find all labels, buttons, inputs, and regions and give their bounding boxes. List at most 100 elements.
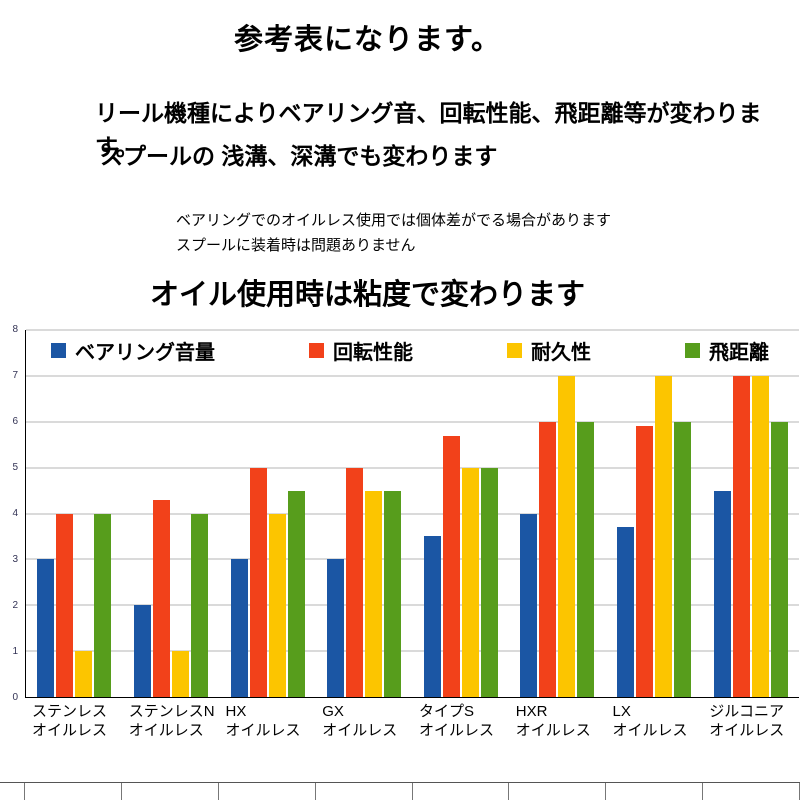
bar [133,605,151,697]
y-tick-label: 0 [12,692,18,703]
legend-swatch [685,343,700,358]
bar [171,651,189,697]
chart-plot-area: ベアリング音量 回転性能 耐久性 飛距離 [25,329,799,698]
gridline [26,329,799,331]
gridline [26,421,799,423]
bar-group [702,330,799,697]
bar [327,559,345,697]
category-label-line1: ステンレスN [128,703,215,720]
bar-group [509,330,606,697]
gridline [26,375,799,377]
category-label: ステンレスオイルレス [25,702,122,740]
y-tick-label: 2 [12,600,18,611]
category-label: LX オイルレス [606,702,703,740]
category-label-line2: オイルレス [32,722,108,739]
bar [230,559,248,697]
bar [674,421,692,697]
bar [617,527,635,697]
grid-cell [316,783,413,800]
legend-item: 飛距離 [685,336,769,365]
legend-swatch [51,343,66,358]
category-label-line2: オイルレス [419,722,495,739]
grid-cell [509,783,607,800]
category-label-line2: オイルレス [322,722,398,739]
legend-item: 回転性能 [309,336,413,365]
bar [461,467,479,697]
category-label-line2: オイルレス [225,722,301,739]
bar [249,467,267,697]
bar [152,499,170,697]
category-label: GX オイルレス [315,702,412,740]
category-label-line2: オイルレス [515,722,591,739]
bar [423,536,441,697]
category-label-line1: ステンレス [32,703,108,720]
legend-item: ベアリング音量 [51,336,215,365]
y-tick-label: 3 [12,554,18,565]
category-label: ステンレスN オイルレス [122,702,219,740]
category-label: HX オイルレス [219,702,316,740]
bottom-grid-row [0,782,800,800]
legend-label: 飛距離 [709,342,769,364]
bar [268,513,286,697]
grid-cell [219,783,316,800]
bar-group [123,330,220,697]
category-label-line1: HXR [515,703,548,720]
category-label-line2: オイルレス [709,722,785,739]
bar-group [316,330,413,697]
legend-swatch [507,343,522,358]
legend-label: ベアリング音量 [75,342,215,364]
bar [287,490,305,697]
bar [636,426,654,697]
chart-legend: ベアリング音量 回転性能 耐久性 飛距離 [26,336,799,365]
x-axis-labels: ステンレス オイルレス ステンレスN オイルレス HX オイルレス GX オイルレス タイプS オ… [25,702,799,740]
legend-item: 耐久性 [507,336,591,365]
bar-group [219,330,316,697]
y-tick-label: 7 [12,370,18,381]
category-label-line2: オイルレス [612,722,688,739]
bar [346,467,364,697]
gridline [26,513,799,514]
bar [770,421,788,697]
legend-swatch [309,343,324,358]
bar [539,421,557,697]
description-line-1: リール機種によりベアリング音、回転性能、飛距離等が変わります。 [95,100,762,160]
gridline [26,604,799,606]
gridline [26,467,799,469]
bar [75,651,93,697]
bar [751,375,769,697]
legend-label: 回転性能 [333,342,413,364]
description-line-2: スプールの 浅溝、深溝でも変わります [100,143,498,169]
bar [384,490,402,697]
gridline [26,650,799,652]
y-tick-label: 6 [12,416,18,427]
page-title: 参考表になります。 [233,24,502,56]
note-line-2: スプールに装着時は問題ありません [176,237,416,254]
y-tick-label: 8 [12,324,18,335]
y-axis: 0 1 2 3 4 5 6 7 8 [0,325,21,703]
bar-group [26,330,123,697]
chart-heading: オイル使用時は粘度で変わります [150,279,586,311]
gridline [26,558,799,560]
bar [655,375,673,697]
y-tick-label: 5 [12,462,18,473]
bar-groups [26,330,799,697]
bar [365,490,383,697]
bar [442,435,460,697]
bar [577,421,595,697]
note-line-1: ベアリングでのオイルレス使用では個体差がでる場合があります [176,212,612,229]
bar [520,513,538,697]
category-label-line1: LX [612,703,631,720]
bar [558,375,576,697]
grid-cell [0,783,25,800]
grid-cell [25,783,122,800]
grid-cell [413,783,510,800]
legend-label: 耐久性 [531,342,591,364]
bar [713,490,731,697]
y-tick-label: 1 [12,646,18,657]
category-label-line1: GX [322,703,344,720]
grid-cell [606,783,704,800]
category-label-line2: オイルレス [128,722,204,739]
bar [94,513,112,697]
category-label: ジルコニア オイルレス [702,702,799,740]
